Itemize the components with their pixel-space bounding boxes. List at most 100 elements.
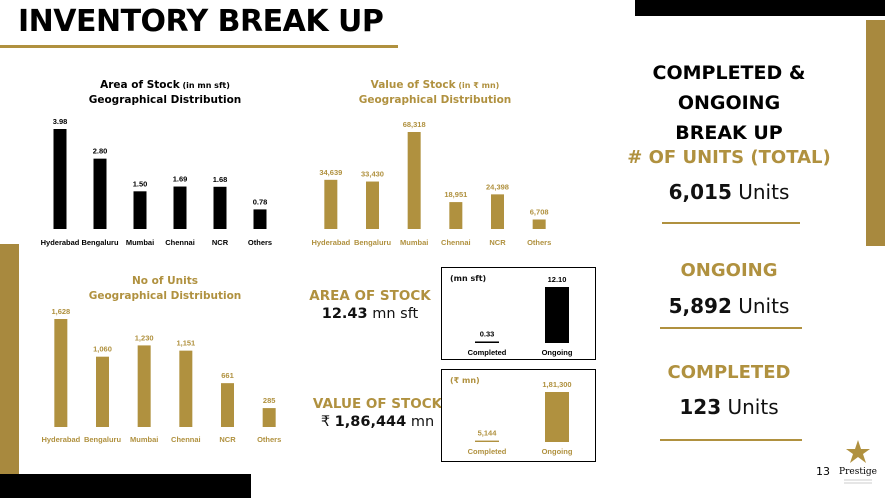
value-completed-ongoing-box: (₹ mn) 5,144 Completed 1,81,300 Ongoing: [441, 369, 596, 462]
area-bar-chennai: [173, 186, 187, 229]
value-of-stock-value: 1,86,444: [334, 414, 407, 430]
units-bar-ncr: [221, 383, 234, 427]
area-category-label-bengaluru: Bengaluru: [81, 238, 119, 247]
value-bar-mumbai: [407, 132, 421, 229]
area-value-label-others: 0.78: [253, 197, 268, 206]
value-of-stock-summary: VALUE OF STOCK ₹ 1,86,444 mn: [305, 396, 450, 430]
area-value-label-ncr: 1.68: [213, 175, 228, 184]
area-bar-others: [253, 209, 267, 229]
mini_area-bar-ongoing: [545, 287, 569, 343]
area-completed-ongoing-chart: 0.33 Completed 12.10 Ongoing: [468, 275, 573, 357]
heading-line-2: BREAK UP: [675, 122, 783, 144]
mini_area-category-label-completed: Completed: [468, 348, 507, 357]
completed-divider: [660, 439, 802, 441]
area-of-stock-chart: 3.98 Hyderabad 2.80 Bengaluru 1.50 Mumbai 1.69…: [41, 117, 272, 247]
units-value-label-ncr: 661: [221, 371, 234, 380]
completed-ongoing-heading: COMPLETED & ONGOING BREAK UP: [600, 58, 858, 148]
units-bar-chennai: [179, 350, 193, 427]
area-of-stock-summary: AREA OF STOCK 12.43 mn sft: [305, 288, 435, 322]
area-completed-ongoing-box: (mn sft) 0.33 Completed 12.10 Ongoing: [441, 267, 596, 360]
mini_value-value-label-ongoing: 1,81,300: [542, 380, 571, 389]
area-category-label-hyderabad: Hyderabad: [41, 238, 80, 247]
page-title: INVENTORY BREAK UP: [18, 4, 384, 39]
units-category-label-others: Others: [257, 435, 281, 444]
value-category-label-mumbai: Mumbai: [400, 238, 428, 247]
area-chart-subtitle: Geographical Distribution: [88, 94, 242, 106]
value-bar-chennai: [449, 202, 463, 229]
completed-label: COMPLETED: [667, 362, 791, 383]
mini_value-category-label-ongoing: Ongoing: [542, 447, 573, 456]
ongoing-label: ONGOING: [680, 260, 778, 281]
top-right-decor-bar: [635, 0, 885, 16]
value-chart-title-unit: (in ₹ mn): [455, 81, 500, 90]
value-value-label-bengaluru: 33,430: [361, 170, 384, 179]
total-units-unit: Units: [731, 180, 790, 204]
units-value-label-chennai: 1,151: [176, 339, 195, 348]
value-bar-others: [532, 219, 546, 229]
value-value-label-mumbai: 68,318: [403, 120, 426, 129]
mini_area-category-label-ongoing: Ongoing: [542, 348, 573, 357]
value-completed-ongoing-chart: 5,144 Completed 1,81,300 Ongoing: [468, 380, 573, 456]
units-category-label-ncr: NCR: [219, 435, 236, 444]
area-bar-ncr: [213, 186, 227, 229]
value-value-label-chennai: 18,951: [444, 190, 467, 199]
total-units-label: # OF UNITS (TOTAL): [627, 147, 831, 168]
value-bar-ncr: [491, 194, 504, 229]
area-value-label-bengaluru: 2.80: [93, 147, 108, 156]
value-bar-hyderabad: [324, 179, 338, 229]
area-bar-bengaluru: [93, 158, 107, 229]
area-value-label-hyderabad: 3.98: [53, 117, 68, 126]
title-underline: [0, 45, 398, 48]
area-bar-mumbai: [133, 191, 147, 229]
mini_area-value-label-completed: 0.33: [480, 329, 495, 338]
units-bar-others: [262, 408, 276, 427]
area-of-stock-value-line: 12.43 mn sft: [305, 306, 435, 322]
area-of-stock-label: AREA OF STOCK: [309, 288, 431, 304]
mini_value-bar-completed: [475, 440, 499, 442]
heading-line-1: COMPLETED & ONGOING: [652, 62, 806, 114]
units-value-label-hyderabad: 1,628: [51, 307, 70, 316]
area-chart-title-main: Area of Stock: [100, 79, 180, 91]
area-bar-hyderabad: [53, 129, 67, 229]
units-value-label-mumbai: 1,230: [135, 333, 154, 342]
value-category-label-ncr: NCR: [489, 238, 506, 247]
value-of-stock-value-line: ₹ 1,86,444 mn: [305, 414, 450, 430]
left-gold-decor-bar: [0, 244, 19, 474]
ongoing-divider: [660, 327, 802, 329]
mini_value-value-label-completed: 5,144: [478, 429, 498, 438]
value-chart-title-main: Value of Stock: [370, 79, 456, 91]
units-chart-title-main: No of Units: [132, 275, 198, 287]
ongoing-units-value: 5,892: [668, 294, 732, 318]
units-category-label-bengaluru: Bengaluru: [84, 435, 122, 444]
total-units-value: 6,015: [668, 180, 732, 204]
area-category-label-others: Others: [248, 238, 272, 247]
area-mini-unit-label: (mn sft): [450, 274, 487, 283]
total-units-value-line: 6,015 Units: [610, 180, 848, 204]
value-of-stock-currency: ₹: [320, 414, 335, 430]
area-of-stock-unit: mn sft: [367, 306, 419, 322]
ongoing-value-line: 5,892 Units: [610, 294, 848, 318]
value-category-label-hyderabad: Hyderabad: [311, 238, 350, 247]
units-category-label-chennai: Chennai: [171, 435, 201, 444]
units-value-label-others: 285: [263, 396, 276, 405]
value-mini-unit-label: (₹ mn): [450, 376, 480, 385]
logo-wordmark: Prestige: [839, 467, 877, 477]
value-category-label-chennai: Chennai: [441, 238, 471, 247]
value-chart-subtitle: Geographical Distribution: [358, 94, 512, 106]
units-bar-mumbai: [137, 345, 151, 427]
completed-units-unit: Units: [721, 395, 779, 419]
units-chart-subtitle: Geographical Distribution: [88, 290, 242, 302]
units-chart-title: No of Units Geographical Distribution: [40, 274, 290, 304]
area-category-label-ncr: NCR: [212, 238, 229, 247]
value-of-stock-unit: mn: [406, 414, 435, 430]
value-value-label-hyderabad: 34,639: [319, 168, 342, 177]
area-chart-title: Area of Stock (in mn sft) Geographical D…: [40, 78, 290, 108]
completed-value-line: 123 Units: [610, 395, 848, 419]
area-category-label-chennai: Chennai: [165, 238, 195, 247]
area-value-label-mumbai: 1.50: [133, 179, 148, 188]
page-number: 13: [816, 465, 830, 478]
units-value-label-bengaluru: 1,060: [93, 345, 112, 354]
units-bar-bengaluru: [96, 356, 109, 427]
completed-units-value: 123: [679, 395, 722, 419]
area-of-stock-value: 12.43: [321, 306, 368, 322]
